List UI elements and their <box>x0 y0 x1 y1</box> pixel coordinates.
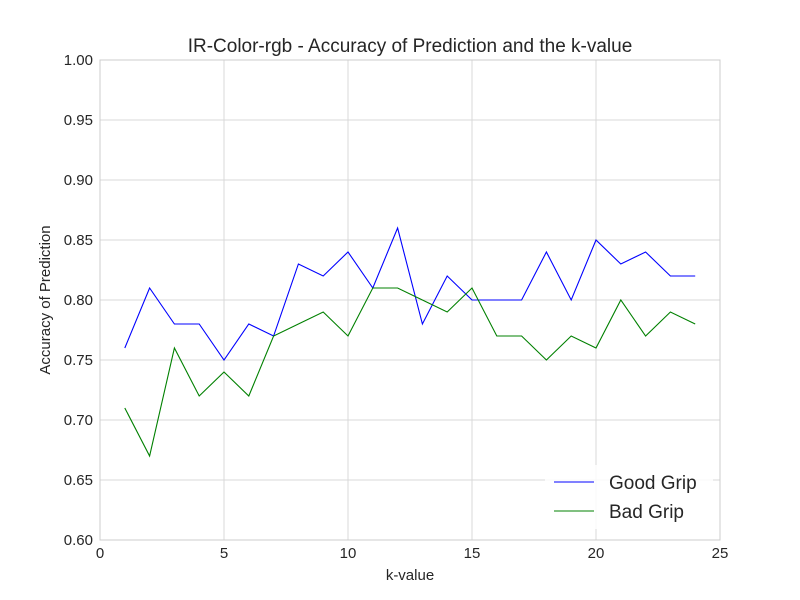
x-tick-label: 5 <box>220 545 228 562</box>
y-tick-label: 0.90 <box>64 172 93 189</box>
chart-title: IR-Color-rgb - Accuracy of Prediction an… <box>188 36 633 57</box>
legend-box <box>545 465 713 529</box>
x-tick-label: 25 <box>712 545 729 562</box>
plot-area-frame <box>99 59 721 541</box>
legend-label-bad-grip: Bad Grip <box>609 502 684 523</box>
x-axis-label: k-value <box>386 567 434 584</box>
y-tick-label: 1.00 <box>64 52 93 69</box>
y-tick-label: 0.80 <box>64 292 93 309</box>
legend: Good Grip Bad Grip <box>545 465 713 529</box>
y-tick-label: 0.65 <box>64 472 93 489</box>
legend-label-good-grip: Good Grip <box>609 473 697 494</box>
y-tick-label: 0.60 <box>64 532 93 549</box>
y-tick-label: 0.70 <box>64 412 93 429</box>
series-line-good-grip <box>124 226 696 361</box>
x-tick-label: 0 <box>96 545 104 562</box>
y-axis-label: Accuracy of Prediction <box>37 225 54 374</box>
y-tick-label: 0.85 <box>64 232 93 249</box>
y-tick-label: 0.75 <box>64 352 93 369</box>
series-lines <box>124 226 696 458</box>
x-tick-label: 20 <box>588 545 605 562</box>
y-axis-ticks: 0.60 0.65 0.70 0.75 0.80 0.85 0.90 0.95 1.00 <box>64 52 93 549</box>
y-tick-label: 0.95 <box>64 112 93 129</box>
x-tick-label: 15 <box>464 545 481 562</box>
x-axis-ticks: 0 5 10 15 20 25 <box>96 545 729 562</box>
series-line-bad-grip <box>124 287 696 458</box>
x-tick-label: 10 <box>340 545 357 562</box>
